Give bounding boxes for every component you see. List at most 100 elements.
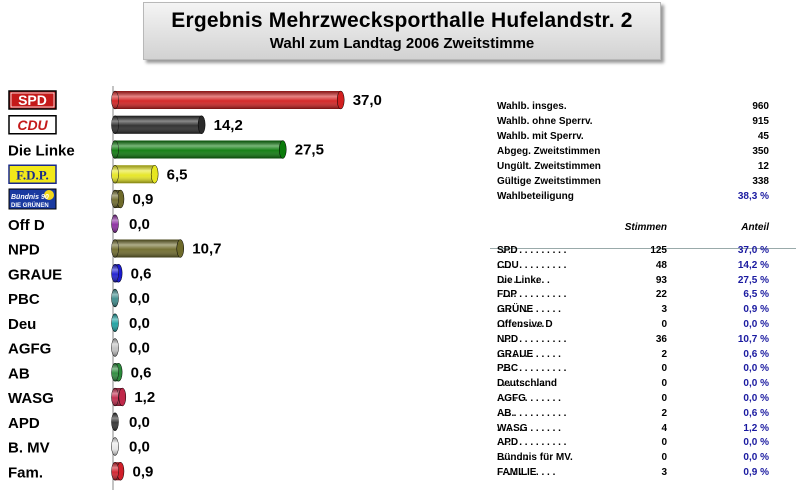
bar-value-label: 0,9 [132, 191, 153, 208]
party-dots: . . . . . . . . . . . . [497, 392, 561, 404]
title-box: Ergebnis Mehrzwecksporthalle Hufelandstr… [143, 2, 661, 60]
party-stimmen: 0 [661, 392, 667, 404]
party-name: AGFG [497, 392, 526, 404]
category-label: Die Linke [8, 143, 75, 160]
party-row: . . . . . . . . . Offensive D 0 0,0 % [497, 318, 769, 333]
party-row: . . . . . . . . . Deutschland 0 0,0 % [497, 377, 769, 392]
category-label: F.D.P. [16, 167, 49, 182]
party-anteil: 0,6 % [743, 348, 769, 360]
party-stimmen: 93 [655, 274, 667, 286]
summary-label: Ungült. Zweitstimmen [497, 161, 601, 172]
party-row: . . . . . . . . . . . . . FDP 22 6,5 % [497, 288, 769, 303]
bar-value-label: 27,5 [295, 142, 324, 159]
party-row: . . . . . . . . . . . . . AB. 2 0,6 % [497, 407, 769, 422]
category-label: GRAUE [8, 266, 62, 283]
party-anteil: 6,5 % [743, 289, 769, 301]
bar [111, 115, 206, 134]
party-anteil: 0,6 % [743, 407, 769, 419]
party-stimmen: 0 [661, 452, 667, 464]
party-stimmen: 125 [650, 245, 667, 256]
category-label: WASG [8, 390, 54, 407]
party-name: CDU [497, 259, 519, 271]
party-dots: . . . . . . [497, 452, 528, 464]
category-label: Bündnis 90 [11, 194, 49, 201]
category-label: NPD [8, 242, 40, 259]
bar-value-label: 0,0 [129, 315, 150, 332]
bar [111, 239, 185, 258]
bar [111, 264, 123, 283]
bar-value-label: 0,0 [129, 414, 150, 431]
bar-value-label: 37,0 [353, 92, 382, 109]
party-name: GRÜNE [497, 304, 534, 316]
summary-label: Gültige Zweitstimmen [497, 176, 601, 187]
party-dots: . . . . . . . . . . . . [497, 348, 561, 360]
party-name: Bündnis für MV. [497, 452, 573, 464]
party-row: . . . . . . Bündnis für MV. 0 0,0 % [497, 451, 769, 466]
party-stimmen: 2 [661, 407, 667, 419]
party-name: FAMILIE [497, 466, 537, 478]
summary-value: 45 [757, 131, 769, 142]
summary-row: Abgeg. Zweitstimmen 350 [497, 144, 769, 159]
summary-row: Ungült. Zweitstimmen 12 [497, 159, 769, 174]
party-stimmen: 22 [655, 289, 667, 301]
col-anteil-header: Anteil [741, 222, 769, 233]
bar-value-label: 0,6 [131, 265, 152, 282]
bar-value-label: 0,0 [129, 439, 150, 456]
bar-value-label: 0,0 [129, 340, 150, 357]
party-anteil: 1,2 % [743, 422, 769, 434]
party-anteil: 0,9 % [743, 466, 769, 478]
summary-row: Wahlb. insges. 960 [497, 99, 769, 114]
party-anteil: 37,0 % [737, 245, 769, 256]
bar [111, 313, 119, 332]
category-label: AB [8, 365, 30, 382]
summary-value: 12 [757, 161, 769, 172]
party-name: Offensive D [497, 318, 553, 330]
party-anteil: 0,0 % [743, 378, 769, 390]
party-row: . . . . . . . . . . . . . PBC 0 0,0 % [497, 362, 769, 377]
chart-subtitle: Wahl zum Landtag 2006 Zweitstimme [269, 35, 535, 52]
party-name: FDP [497, 289, 517, 301]
party-dots: . . . . . . . . . . . . . [497, 407, 567, 419]
party-row: . . . . . . . . . . . . GRAUE 2 0,6 % [497, 348, 769, 363]
bar-value-label: 0,0 [129, 216, 150, 233]
party-name: Deutschland [497, 378, 558, 390]
bar [111, 140, 287, 159]
summary-value: 960 [752, 101, 769, 112]
bar-value-label: 6,5 [167, 166, 188, 183]
party-table: Stimmen Anteil . . . . . . . . . . . . .… [497, 222, 769, 481]
party-stimmen: 0 [661, 363, 667, 375]
party-stimmen: 0 [661, 437, 667, 449]
party-row: . . . . . . . . . . . . . NPD 36 10,7 % [497, 333, 769, 348]
party-anteil: 0,0 % [743, 363, 769, 375]
bar [111, 363, 123, 382]
category-label: Deu [8, 316, 36, 333]
bar [111, 214, 119, 233]
party-stimmen: 4 [661, 422, 667, 434]
party-name: SPD [497, 245, 518, 256]
party-anteil: 0,0 % [743, 392, 769, 404]
party-row: . . . . . . . . . . . . . SPD 125 37,0 % [497, 244, 769, 259]
bar [111, 387, 127, 407]
party-row: . . . . . . . . . . . . . APD 0 0,0 % [497, 436, 769, 451]
party-stimmen: 48 [655, 259, 667, 271]
category-label: Fam. [8, 464, 43, 481]
bar [111, 165, 159, 184]
party-anteil: 0,9 % [743, 304, 769, 316]
summary-label: Wahlbeteiligung [497, 191, 574, 202]
party-row: . . . . . . . . . . . . WASG 4 1,2 % [497, 422, 769, 437]
category-label: Off D [8, 217, 45, 234]
party-stimmen: 2 [661, 348, 667, 360]
category-label: APD [8, 415, 40, 432]
fdp-logo: F.D.P. [8, 164, 57, 184]
party-row: . . . . . . . . . . . . AGFG 0 0,0 % [497, 392, 769, 407]
summary-row: Gültige Zweitstimmen 338 [497, 174, 769, 189]
party-dots: . . . . . . . . . . . . . [497, 289, 567, 301]
party-stimmen: 3 [661, 304, 667, 316]
bar [111, 412, 119, 431]
party-stimmen: 0 [661, 378, 667, 390]
bar-value-label: 0,0 [129, 290, 150, 307]
category-label: B. MV [8, 440, 50, 457]
party-dots: . . . . . . . . . . . . . [497, 437, 567, 449]
party-dots: . . . . . . . . . . . . [497, 304, 561, 316]
